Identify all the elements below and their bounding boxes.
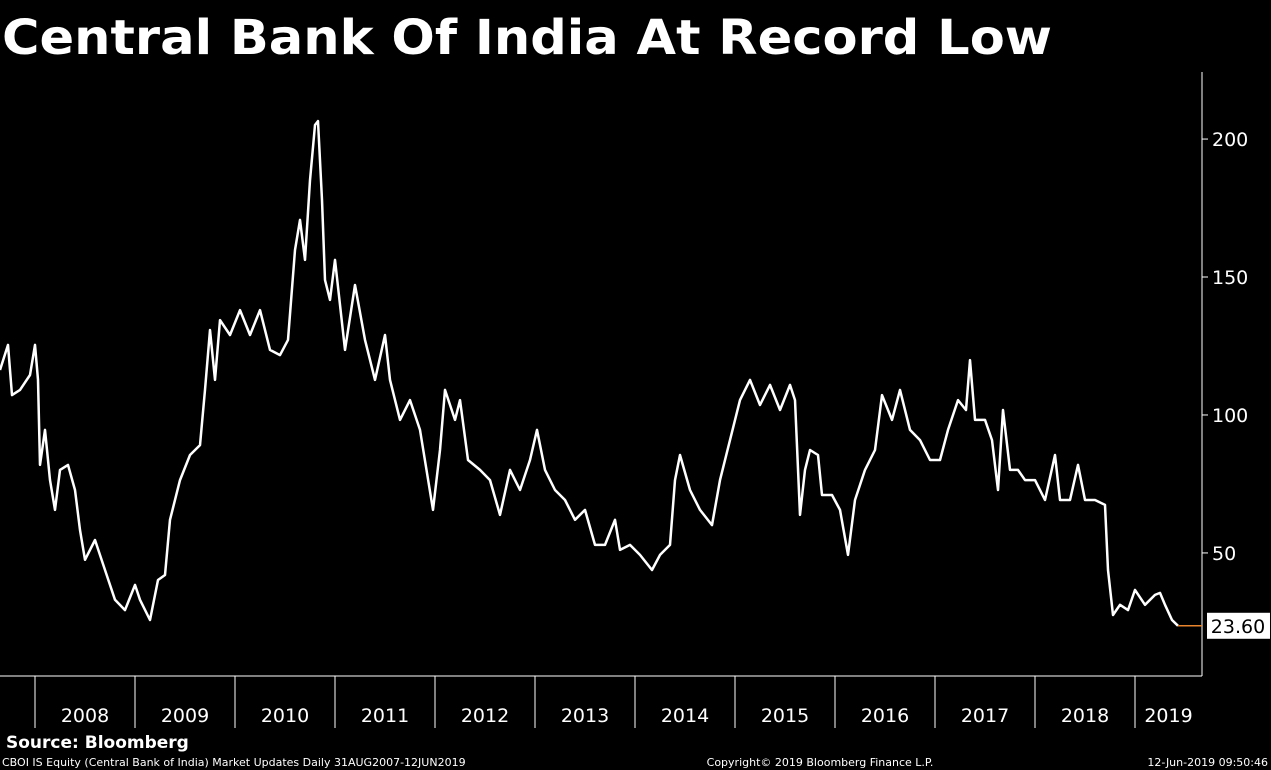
x-tick-label: 2010: [261, 705, 309, 727]
timestamp: 12-Jun-2019 09:50:46: [1147, 756, 1268, 769]
x-tick-label: 2011: [361, 705, 409, 727]
x-tick-label: 2016: [861, 705, 909, 727]
x-tick-label: 2014: [661, 705, 709, 727]
x-tick-label: 2009: [161, 705, 209, 727]
y-tick-label: 200: [1212, 129, 1248, 151]
y-tick-label: 150: [1212, 267, 1248, 289]
y-tick-label: 50: [1212, 543, 1236, 565]
last-value-box: [1207, 612, 1270, 639]
x-tick-label: 2017: [961, 705, 1009, 727]
x-tick-label: 2013: [561, 705, 609, 727]
source: Source: Bloomberg: [6, 733, 189, 753]
last-value-label: 23.60: [1211, 616, 1265, 638]
x-tick-label: 2019: [1144, 705, 1192, 727]
y-tick-label: 100: [1212, 405, 1248, 427]
x-tick-label: 2018: [1061, 705, 1109, 727]
description: CBOI IS Equity (Central Bank of India) M…: [2, 756, 466, 769]
x-tick-label: 2012: [461, 705, 509, 727]
x-tick-label: 2008: [61, 705, 109, 727]
price-line: [0, 119, 1179, 627]
copyright: Copyright© 2019 Bloomberg Finance L.P.: [707, 756, 934, 769]
x-tick-label: 2015: [761, 705, 809, 727]
chart-title: Central Bank Of India At Record Low: [2, 10, 1052, 66]
